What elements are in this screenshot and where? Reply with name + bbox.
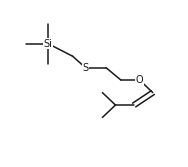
Text: S: S	[83, 63, 89, 73]
Text: O: O	[136, 75, 143, 85]
Text: Si: Si	[44, 39, 53, 49]
